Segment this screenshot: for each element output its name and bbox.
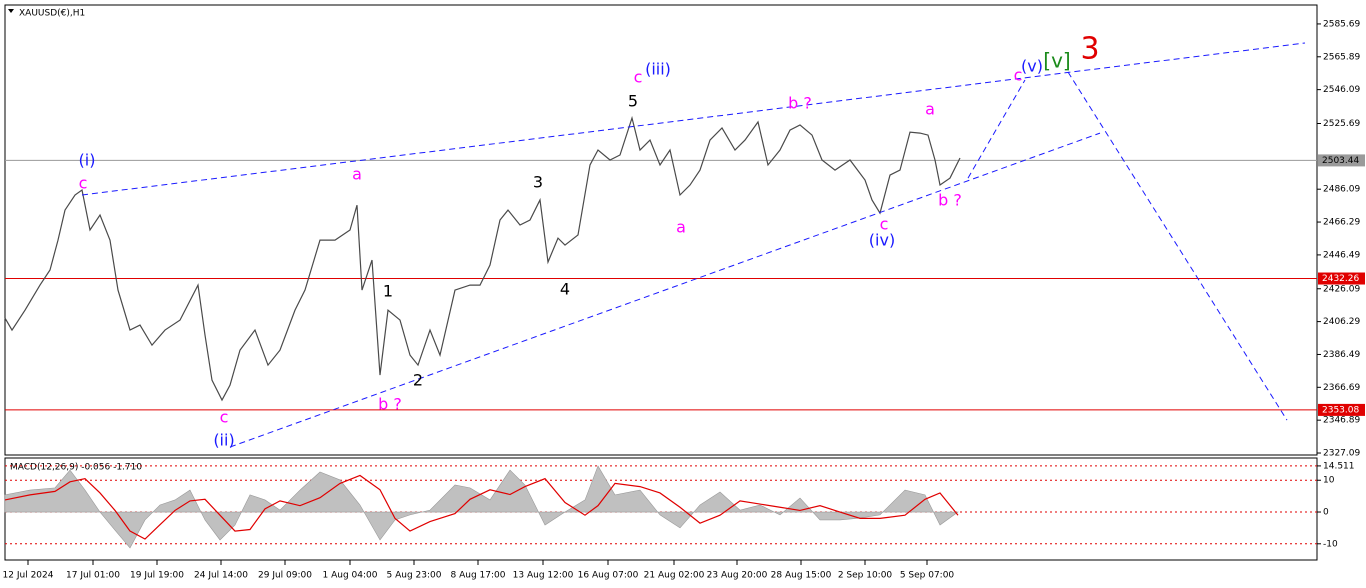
wave-label: a	[676, 218, 686, 237]
main-panel	[4, 4, 1318, 456]
wave-label: b ?	[378, 395, 402, 414]
price-level-box	[1318, 272, 1365, 285]
wave-label: 5	[628, 92, 638, 111]
chart-title: XAUUSD(€),H1	[19, 9, 85, 19]
wave-label: c	[79, 174, 88, 193]
trendline	[229, 132, 1101, 448]
y-tick-label: 2386.49	[1323, 350, 1360, 360]
wave-label: 4	[560, 280, 570, 299]
y-tick-label: 2525.69	[1323, 119, 1360, 129]
y-tick-label: 2327.09	[1323, 449, 1360, 459]
price-level-label: 2503.44	[1322, 156, 1359, 166]
price-line	[4, 474, 959, 540]
y-tick-label: 2466.29	[1323, 218, 1360, 228]
wave-label: 3	[1080, 31, 1099, 66]
wave-label: c	[880, 215, 889, 234]
wave-label: c	[220, 408, 229, 427]
wave-label: a	[925, 100, 935, 119]
wave-label: c	[1014, 66, 1023, 85]
x-tick-label: 19 Jul 19:00	[130, 571, 184, 581]
macd-histogram	[4, 465, 959, 549]
y-tick-label: 2346.89	[1323, 416, 1360, 426]
trendline	[967, 79, 1026, 179]
wave-label: b ?	[788, 94, 812, 113]
y-tick-label: 2585.69	[1323, 19, 1360, 29]
y-tick-label: 2565.89	[1323, 52, 1360, 62]
wave-label: 2	[413, 371, 423, 390]
x-tick-label: 24 Jul 14:00	[194, 571, 248, 581]
y-tick-label: 2446.49	[1323, 250, 1360, 260]
x-tick-label: 28 Aug 15:00	[771, 571, 832, 581]
x-tick-label: 1 Aug 04:00	[323, 571, 378, 581]
x-tick-label: 5 Aug 23:00	[387, 571, 442, 581]
wave-label: b ?	[938, 191, 962, 210]
y-tick-label: 10	[1323, 476, 1335, 486]
price-level-box	[1318, 154, 1365, 167]
trendline	[1067, 71, 1288, 421]
macd-panel	[4, 457, 1318, 561]
x-tick-label: 2 Sep 10:00	[838, 571, 893, 581]
x-tick-label: 17 Jul 01:00	[66, 571, 120, 581]
wave-label: (i)	[79, 150, 96, 169]
wave-label: 3	[533, 173, 543, 192]
x-tick-label: 23 Aug 20:00	[707, 571, 768, 581]
y-tick-label: 2426.09	[1323, 284, 1360, 294]
wave-label: (ii)	[213, 431, 234, 450]
x-tick-label: 29 Jul 09:00	[258, 571, 312, 581]
wave-label: (iii)	[645, 60, 671, 79]
x-tick-label: 21 Aug 02:00	[644, 571, 705, 581]
menu-arrow[interactable]	[8, 9, 14, 13]
y-tick-label: 2546.09	[1323, 85, 1360, 95]
price-level-box	[1318, 403, 1365, 416]
x-tick-label: 5 Sep 07:00	[900, 571, 955, 581]
x-tick-label: 8 Aug 17:00	[451, 571, 506, 581]
price-level-label: 2353.08	[1322, 405, 1359, 415]
x-tick-label: 16 Aug 07:00	[578, 571, 639, 581]
y-tick-label: 0	[1323, 508, 1329, 518]
trendline	[81, 42, 1306, 196]
x-tick-label: 12 Jul 2024	[3, 571, 54, 581]
wave-label: 1	[383, 282, 393, 301]
y-tick-label: 14.511	[1323, 461, 1355, 471]
wave-label: (iv)	[869, 231, 895, 250]
y-tick-label: 2406.29	[1323, 317, 1360, 327]
y-tick-label: 2486.09	[1323, 185, 1360, 195]
price-level-label: 2432.26	[1322, 274, 1359, 284]
wave-label: a	[352, 165, 362, 184]
wave-label: c	[634, 68, 643, 87]
wave-label: [v]	[1043, 49, 1070, 73]
price-line	[4, 115, 961, 402]
wave-label: (v)	[1021, 57, 1043, 76]
x-tick-label: 13 Aug 12:00	[513, 571, 574, 581]
y-tick-label: -10	[1323, 539, 1338, 549]
y-tick-label: 2366.69	[1323, 383, 1360, 393]
macd-title: MACD(12,26,9) -0.056 -1.710	[10, 463, 142, 473]
